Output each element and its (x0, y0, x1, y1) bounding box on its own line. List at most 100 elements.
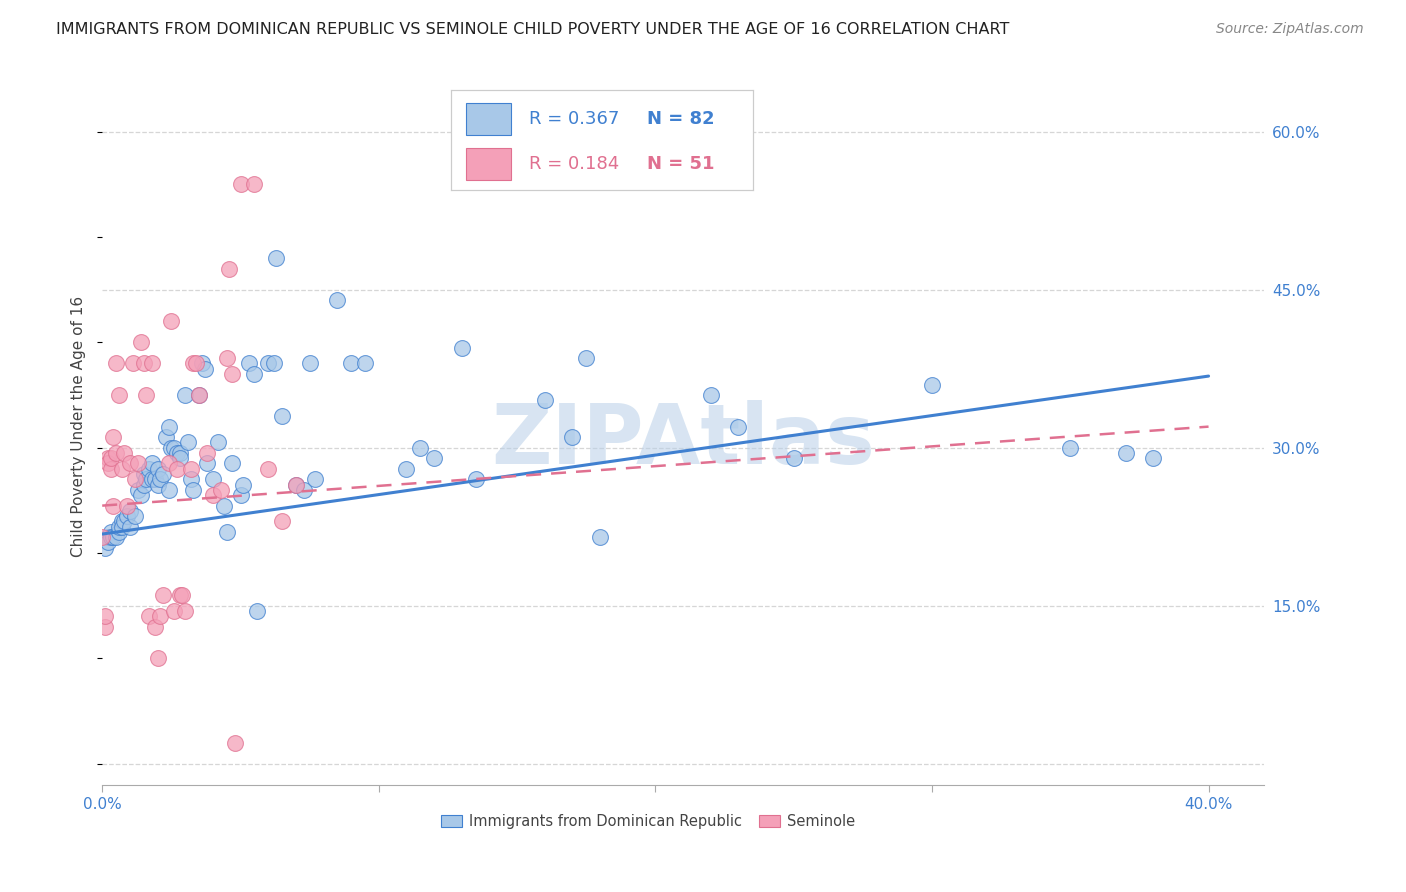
Point (141, 356, 163, 370)
Point (112, 446, 135, 460)
Point (129, 335, 152, 350)
Point (212, 499, 235, 513)
Point (166, 446, 188, 460)
Point (105, 530, 128, 544)
Point (257, 356, 280, 370)
Point (221, 367, 243, 381)
Point (163, 441, 186, 455)
Point (146, 462, 169, 476)
Point (193, 361, 215, 376)
Point (132, 467, 155, 481)
Point (229, 488, 252, 502)
Point (304, 472, 326, 486)
Point (100, 462, 122, 476)
Point (284, 477, 307, 491)
Point (105, 356, 128, 370)
Point (450, 341, 472, 355)
Point (166, 462, 188, 476)
Point (266, 251, 288, 265)
Point (224, 736, 246, 750)
Point (195, 446, 218, 460)
Text: IMMIGRANTS FROM DOMINICAN REPUBLIC VS SEMINOLE CHILD POVERTY UNDER THE AGE OF 16: IMMIGRANTS FROM DOMINICAN REPUBLIC VS SE… (56, 22, 1010, 37)
Point (124, 509, 146, 524)
Point (160, 441, 183, 455)
Point (124, 472, 146, 486)
Y-axis label: Child Poverty Under the Age of 16: Child Poverty Under the Age of 16 (72, 296, 86, 558)
Point (423, 451, 446, 466)
Point (110, 515, 132, 529)
Point (138, 462, 160, 476)
Point (188, 388, 211, 402)
Point (110, 519, 132, 533)
Point (271, 515, 294, 529)
Point (292, 483, 315, 497)
Point (215, 524, 238, 539)
Point (132, 477, 155, 491)
Point (97, 530, 120, 544)
Point (174, 388, 197, 402)
Point (108, 524, 131, 539)
Point (209, 483, 232, 497)
Point (409, 441, 432, 455)
Point (284, 477, 307, 491)
Point (100, 524, 122, 539)
Point (191, 356, 214, 370)
Point (112, 515, 135, 529)
Point (157, 457, 180, 471)
Point (143, 472, 166, 486)
Point (271, 409, 294, 423)
Point (298, 356, 321, 370)
Point (921, 377, 943, 392)
Point (135, 388, 157, 402)
Point (110, 462, 132, 476)
Point (115, 499, 138, 513)
Legend: Immigrants from Dominican Republic, Seminole: Immigrants from Dominican Republic, Semi… (436, 808, 860, 835)
Point (186, 356, 208, 370)
Point (169, 588, 191, 602)
Point (243, 178, 266, 192)
Point (172, 588, 194, 602)
Point (121, 356, 143, 370)
Point (149, 472, 172, 486)
Point (103, 499, 125, 513)
Point (188, 388, 211, 402)
Point (340, 356, 363, 370)
Point (201, 488, 224, 502)
Point (157, 419, 180, 434)
Point (94, 620, 117, 634)
Point (326, 293, 349, 308)
Point (180, 462, 202, 476)
Point (91, 530, 114, 544)
Point (229, 178, 252, 192)
Point (782, 451, 804, 466)
Point (169, 446, 191, 460)
Point (561, 430, 583, 444)
Point (94, 609, 117, 624)
Point (263, 356, 285, 370)
Text: ZIPAtlas: ZIPAtlas (491, 401, 875, 482)
Point (115, 509, 138, 524)
Point (127, 483, 149, 497)
Point (727, 419, 749, 434)
Point (218, 261, 240, 276)
Point (118, 457, 141, 471)
Point (141, 472, 163, 486)
Point (149, 609, 172, 624)
Point (163, 604, 186, 618)
Point (138, 609, 160, 624)
Point (118, 519, 141, 533)
Point (207, 435, 229, 450)
Point (257, 462, 280, 476)
Point (97, 457, 120, 471)
Point (1142, 451, 1164, 466)
Point (243, 367, 266, 381)
Point (141, 457, 163, 471)
Point (195, 457, 218, 471)
Point (103, 430, 125, 444)
Point (201, 472, 224, 486)
Point (135, 472, 157, 486)
Point (464, 472, 486, 486)
Point (152, 588, 174, 602)
Point (132, 356, 155, 370)
Point (354, 356, 377, 370)
